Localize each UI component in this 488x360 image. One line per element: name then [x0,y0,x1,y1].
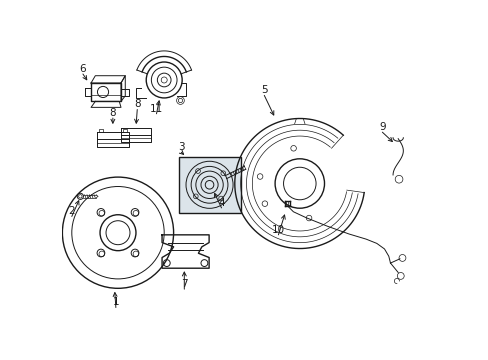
Text: 7: 7 [181,279,187,289]
Text: 8: 8 [134,99,140,109]
Text: 4: 4 [218,198,224,208]
Text: 3: 3 [178,142,184,152]
Text: 8: 8 [109,108,116,118]
Text: 10: 10 [271,225,285,235]
Bar [179,157,240,213]
Text: 11: 11 [149,104,163,114]
Text: 2: 2 [68,206,75,216]
Text: 1: 1 [112,297,119,307]
Text: 5: 5 [261,85,267,95]
Text: 6: 6 [80,64,86,74]
Text: 9: 9 [378,122,385,132]
